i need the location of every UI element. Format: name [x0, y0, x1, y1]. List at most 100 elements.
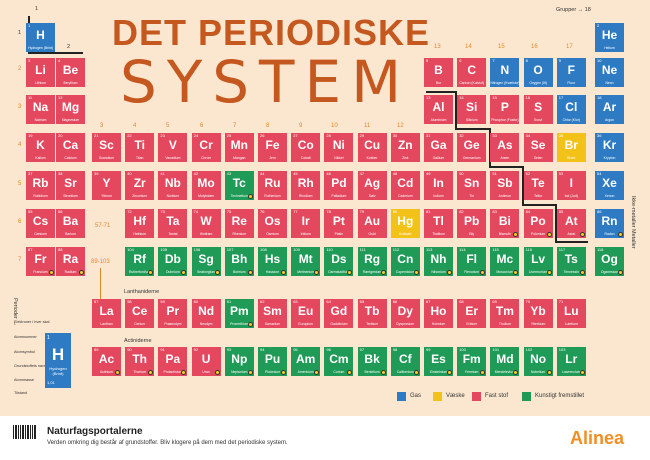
element-name: Rutherfordium [128, 270, 151, 274]
element-name: Røntgenium [362, 270, 382, 274]
element-name: Uran [202, 370, 210, 374]
element-symbol: Cm [329, 352, 349, 366]
element-number: 71 [558, 299, 564, 304]
element-name: Einsteinium [429, 370, 448, 374]
element-symbol: Rh [297, 176, 314, 190]
element-number: 96 [326, 347, 331, 352]
element-symbol: Rf [133, 252, 147, 266]
element-symbol: Tm [495, 304, 514, 318]
element-name: Terbium [366, 322, 379, 326]
element-symbol: Hf [133, 214, 147, 228]
element-name: Copernicium [395, 270, 415, 274]
arrow-right-icon: → [577, 7, 584, 13]
element-lr: 103 Lr Lawrencium [556, 347, 586, 376]
element-symbol: Br [564, 138, 578, 152]
element-cf: 98 Cf Californium [390, 347, 420, 376]
element-symbol: Sg [198, 252, 214, 266]
element-symbol: Pt [332, 214, 345, 228]
element-number: 24 [193, 133, 199, 138]
element-name: Hassium [265, 270, 280, 274]
element-number: 3 [28, 58, 31, 63]
element-name: Seaborgium [196, 270, 216, 274]
element-number: 14 [459, 95, 464, 100]
period-number-6: 6 [18, 219, 22, 225]
radioactive-icon [214, 270, 220, 275]
element-name: Niobium [166, 194, 180, 198]
element-sm: 62 Sm Samarium [258, 299, 287, 328]
element-name: Technetium [230, 194, 248, 198]
element-symbol: Bh [231, 252, 248, 266]
element-xe: 54 Xe Xenon [595, 171, 624, 200]
element-symbol: Gd [330, 304, 348, 318]
element-rh: 45 Rh Rhodium [291, 171, 321, 200]
element-symbol: Y [102, 176, 111, 190]
element-number: 27 [293, 133, 298, 138]
element-ca: 20 Ca Calcium [56, 133, 85, 162]
radioactive-icon [546, 270, 552, 275]
element-number: 90 [127, 347, 132, 352]
element-symbol: Re [231, 214, 247, 228]
element-number: 70 [525, 299, 531, 304]
element-ag: 47 Ag Sølv [357, 171, 387, 200]
element-symbol: Zr [133, 176, 146, 190]
element-number: 36 [597, 133, 602, 138]
element-symbol: He [601, 28, 618, 42]
element-cm: 96 Cm Curium [324, 347, 354, 376]
element-number: 88 [58, 247, 63, 252]
element-br: 35 Br Brom [556, 133, 586, 162]
element-name: Platin [334, 232, 344, 236]
element-symbol: Cu [364, 138, 381, 152]
staircase-line [455, 91, 457, 129]
element-number: 37 [28, 171, 33, 176]
element-symbol: Mn [230, 138, 248, 152]
element-symbol: La [99, 304, 114, 318]
element-number: 112 [392, 247, 400, 252]
alinea-logo: Alinea [570, 428, 625, 448]
key-cell-name: Hydrogen (Brint) [49, 366, 67, 376]
element-symbol: Ba [62, 214, 79, 228]
element-number: 9 [558, 58, 562, 63]
element-symbol: K [36, 138, 45, 152]
radioactive-icon [247, 322, 253, 327]
group-number-9: 9 [299, 123, 303, 129]
key-cell: 1 H Hydrogen (Brint) 1,01 [45, 333, 71, 388]
element-number: 82 [459, 209, 464, 214]
element-s: 16 S Svovl [523, 95, 553, 124]
element-at: 85 At Astat [556, 209, 586, 238]
element-symbol: Os [264, 214, 281, 228]
element-as: 33 As Arsen [490, 133, 520, 162]
element-number: 79 [359, 209, 365, 214]
element-symbol: Eu [298, 304, 314, 318]
staircase-line [489, 128, 491, 166]
element-symbol: O [533, 63, 543, 77]
element-number: 44 [260, 171, 265, 176]
element-b: 5 B Bor [424, 58, 453, 87]
element-symbol: Xe [602, 176, 617, 190]
radioactive-icon [447, 270, 452, 275]
element-symbol: Hg [397, 214, 414, 228]
element-rn: 86 Rn Radon [595, 209, 624, 238]
element-number: 13 [426, 95, 431, 100]
element-name: Fermium [465, 370, 479, 374]
element-symbol: Rg [364, 252, 381, 266]
element-number: 98 [392, 347, 398, 352]
element-symbol: Cl [565, 100, 578, 114]
element-number: 45 [293, 171, 298, 176]
element-symbol: Pu [264, 352, 281, 366]
element-number: 2 [597, 23, 600, 28]
element-name: Europium [298, 322, 313, 326]
element-c: 6 C Carbon (Kulstof) [457, 58, 487, 87]
radioactive-icon [247, 370, 253, 375]
element-name: Molybdæn [198, 194, 215, 198]
radioactive-icon [79, 270, 84, 275]
element-ta: 73 Ta Tantal [158, 209, 188, 238]
element-number: 107 [226, 247, 234, 252]
element-symbol: Lu [563, 304, 579, 318]
element-number: 80 [392, 209, 398, 214]
element-number: 35 [558, 133, 564, 138]
element-number: 61 [226, 299, 232, 304]
element-number: 75 [226, 209, 232, 214]
element-symbol: Tc [232, 176, 246, 190]
element-number: 54 [597, 171, 602, 176]
element-number: 73 [160, 209, 165, 214]
